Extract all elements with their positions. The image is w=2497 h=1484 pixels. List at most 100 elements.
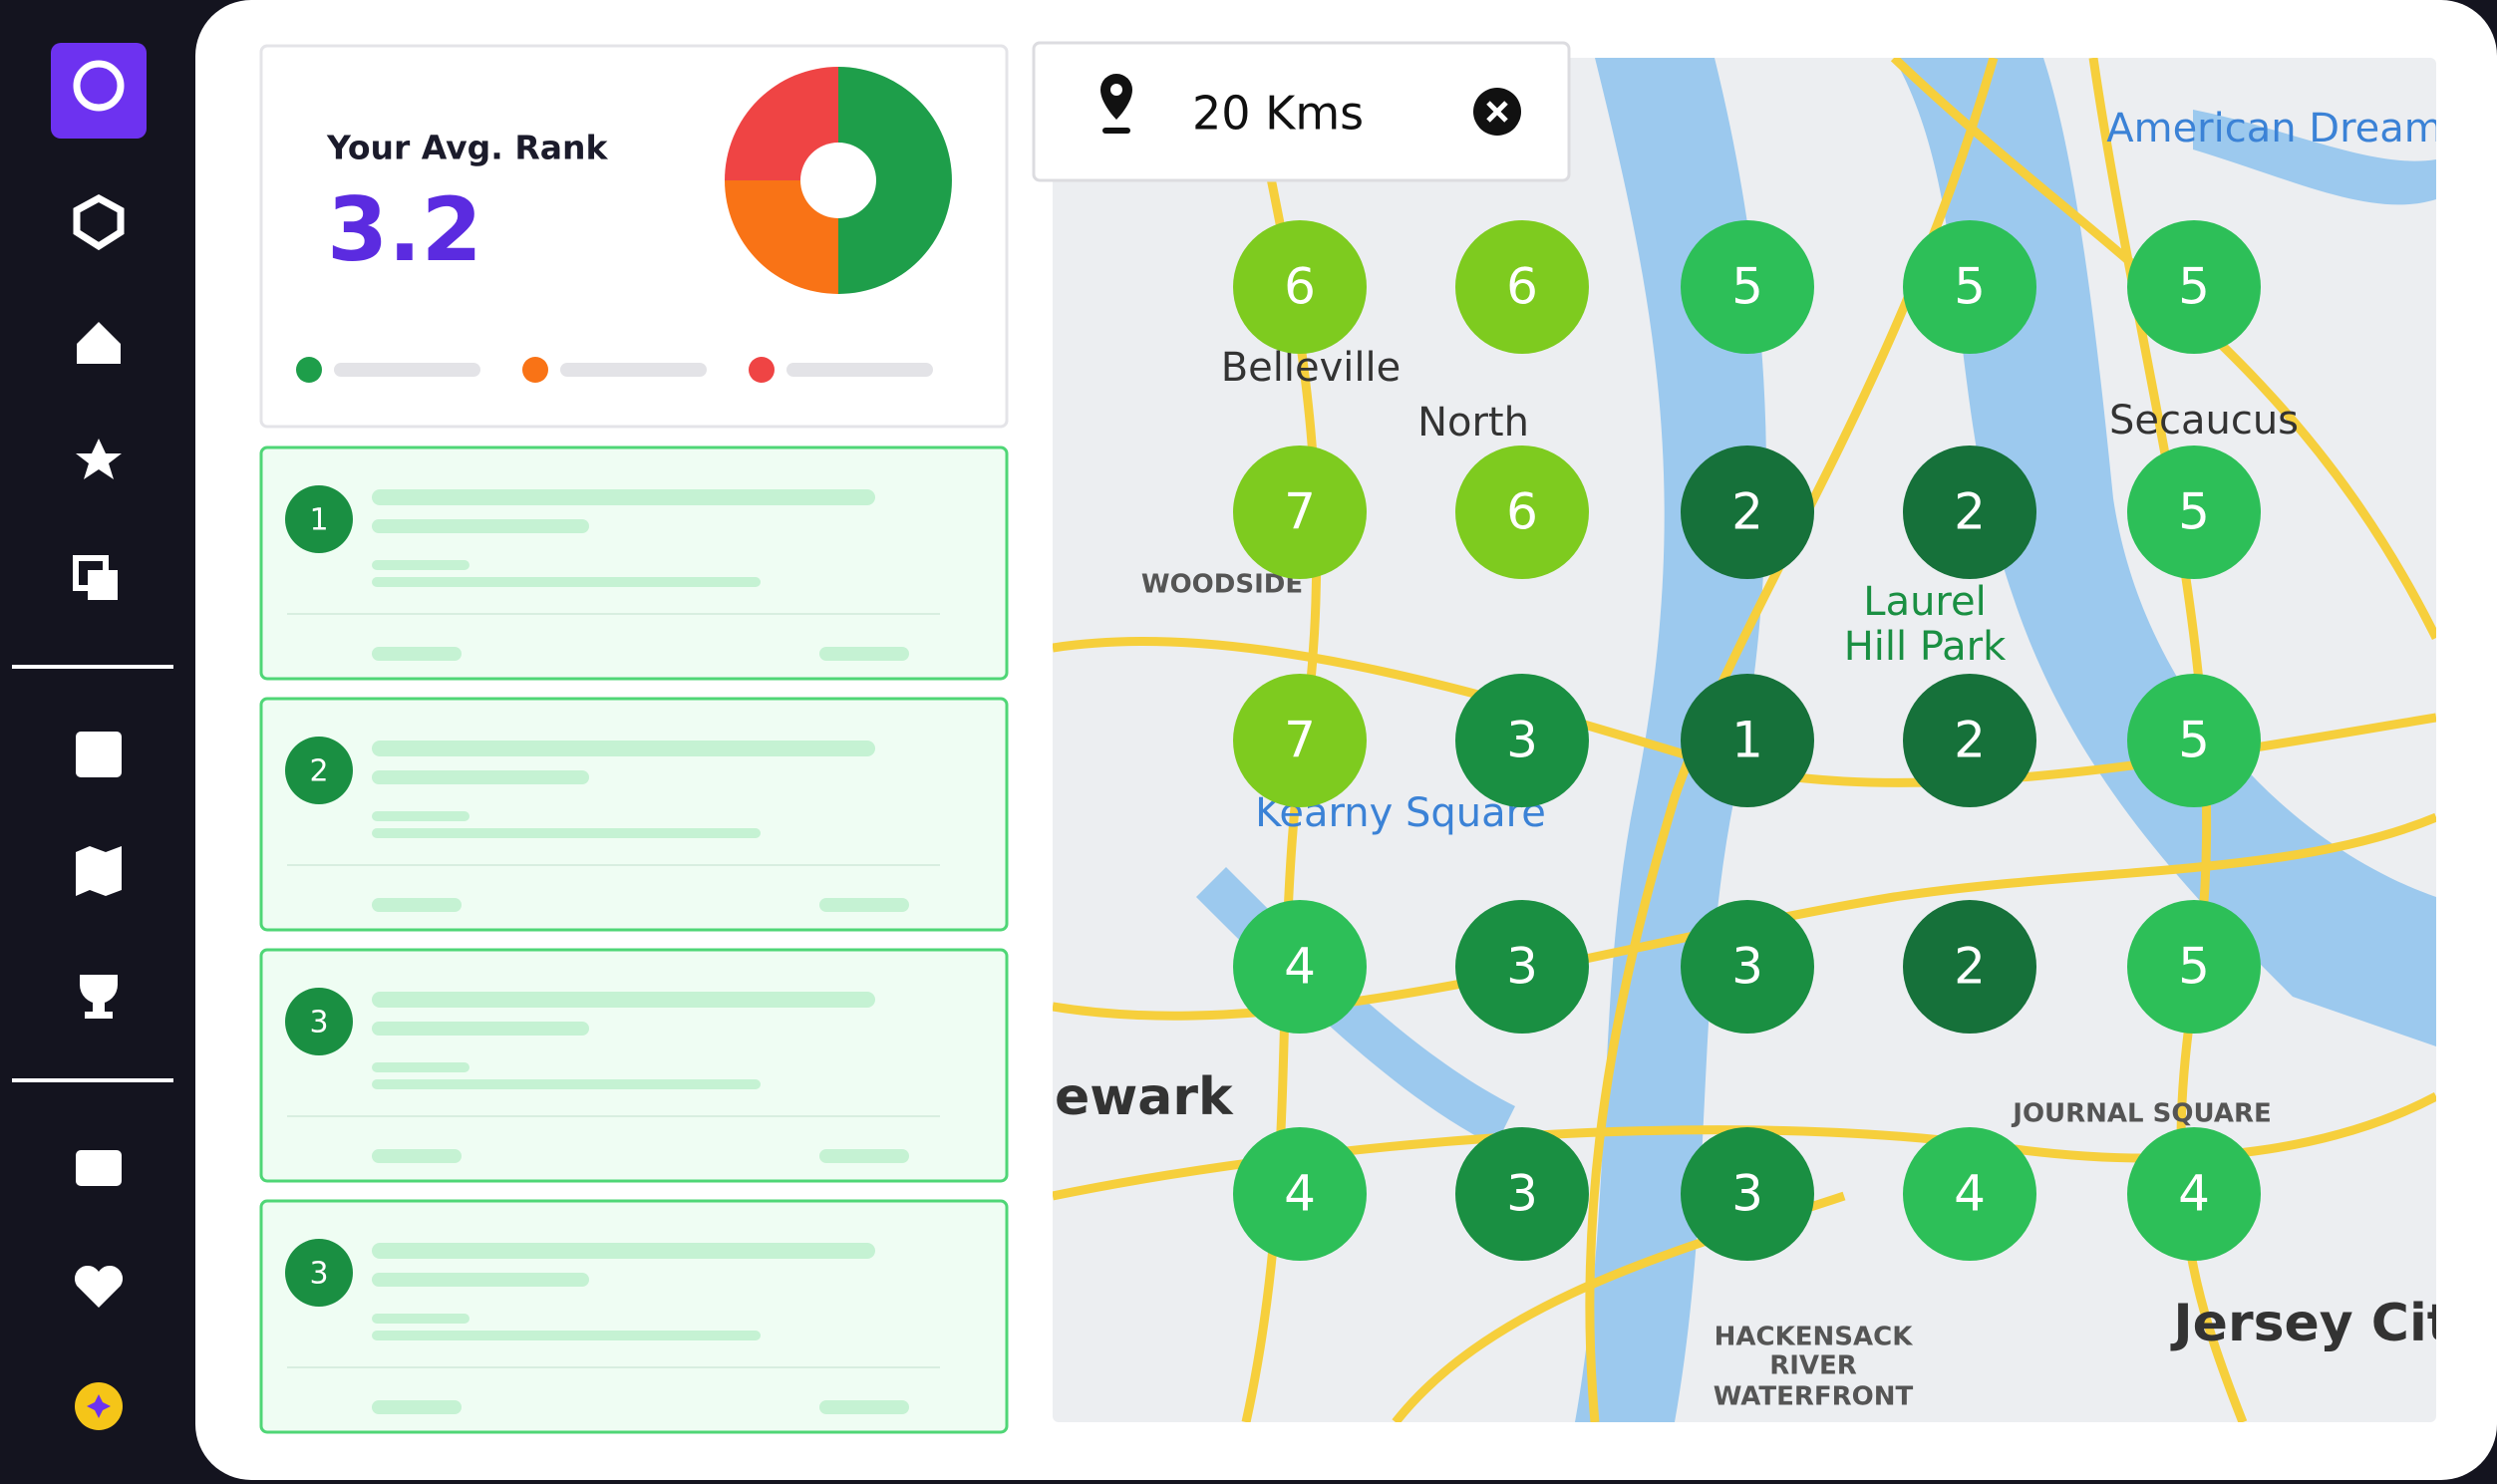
rank-pin [1233, 900, 1367, 1034]
divider [12, 1078, 173, 1082]
rank-pin [2127, 1127, 2261, 1261]
rank-pin [1455, 220, 1589, 354]
map-label: Laurel [1863, 579, 1986, 625]
rank-pin [1681, 900, 1814, 1034]
rank-pin-number: 3 [1731, 938, 1763, 996]
legend-bar [334, 363, 480, 377]
placeholder-line [372, 647, 462, 661]
search-box[interactable] [1032, 41, 1571, 182]
water [2193, 110, 2436, 205]
water [1575, 58, 1767, 1422]
rank-badge-number: 3 [309, 1257, 328, 1292]
premium-star [87, 1394, 111, 1418]
placeholder-line [372, 770, 589, 784]
rank-pin-number: 6 [1506, 483, 1538, 541]
rank-pin-number: 7 [1284, 483, 1316, 541]
nav-trophy[interactable] [80, 975, 118, 1019]
placeholder-line [372, 1079, 761, 1089]
rank-pin-number: 2 [1954, 483, 1986, 541]
rank-pin [1903, 900, 2036, 1034]
rank-pin [1233, 1127, 1367, 1261]
placeholder-line [819, 647, 909, 661]
nav-reports[interactable] [76, 732, 122, 777]
rank-pin [2127, 220, 2261, 354]
rank-pin [2127, 674, 2261, 807]
rank-badge-number: 1 [309, 503, 328, 538]
legend-dot [749, 357, 775, 383]
rank-pin-number: 5 [2178, 712, 2210, 769]
rank-pin-number: 5 [1954, 258, 1986, 316]
rank-pin [1455, 1127, 1589, 1261]
legend-dot [522, 357, 548, 383]
rank-pin-number: 2 [1731, 483, 1763, 541]
placeholder-line [372, 560, 469, 570]
map-label: Jersey Cit [2170, 1294, 2451, 1353]
map-label: RIVER [1769, 1351, 1857, 1381]
rank-badge [285, 988, 353, 1055]
map-label: North [1417, 400, 1529, 445]
rank-pin-number: 5 [2178, 258, 2210, 316]
rank-pin-number: 2 [1954, 938, 1986, 996]
avg-rank-value: 3.2 [327, 178, 482, 281]
avg-rank-label: Your Avg. Rank [326, 129, 608, 167]
divider [12, 665, 173, 669]
legend-bar [560, 363, 707, 377]
nav-copy-front [88, 570, 118, 600]
separator [287, 1366, 940, 1368]
rank-badge-number: 3 [309, 1006, 328, 1040]
rank-pin-number: 6 [1506, 258, 1538, 316]
nav-billing[interactable] [76, 1150, 122, 1186]
logo[interactable] [51, 43, 147, 139]
rank-pin-number: 3 [1506, 1165, 1538, 1223]
rank-badge [285, 1239, 353, 1307]
rank-pin [2127, 445, 2261, 579]
result-list: 1 2 3 3 [259, 445, 1009, 1434]
placeholder-line [372, 1022, 589, 1036]
pin-hole [1110, 84, 1122, 96]
placeholder-line [372, 992, 875, 1008]
rank-pin [1681, 220, 1814, 354]
pin-base [1102, 128, 1130, 134]
placeholder-line [372, 1273, 589, 1287]
rank-badge-number: 2 [309, 754, 328, 789]
rank-pin-number: 3 [1731, 1165, 1763, 1223]
rank-badge [285, 485, 353, 553]
placeholder-line [372, 898, 462, 912]
nav-likes[interactable] [74, 1265, 124, 1308]
rank-pin-number: 3 [1506, 938, 1538, 996]
rank-pin [2127, 900, 2261, 1034]
nav-map[interactable] [76, 846, 122, 896]
rank-pin-number: 5 [1731, 258, 1763, 316]
placeholder-line [372, 1314, 469, 1324]
nav-badges[interactable] [73, 194, 125, 251]
clear-x [1486, 101, 1508, 123]
placeholder-line [372, 828, 761, 838]
separator [287, 613, 940, 615]
placeholder-line [372, 577, 761, 587]
map-label: ewark [1055, 1067, 1234, 1127]
nav-home[interactable] [77, 322, 121, 364]
map-label: HACKENSACK [1715, 1323, 1914, 1352]
rank-pin [1681, 445, 1814, 579]
rank-grid: 6 6 5 5 5 7 6 2 2 5 7 3 1 2 5 4 3 3 2 5 4 3 3 4 4 [1233, 220, 2261, 1261]
rank-pin-number: 7 [1284, 712, 1316, 769]
donut [725, 67, 952, 294]
placeholder-line [372, 1331, 761, 1340]
logo-mark [73, 60, 125, 112]
rank-pin [1455, 900, 1589, 1034]
donut-slice [725, 67, 838, 180]
nav-favorites[interactable] [76, 439, 122, 479]
rank-pin [1233, 674, 1367, 807]
separator [287, 1115, 940, 1117]
map-label: JOURNAL SQUARE [2011, 1099, 2271, 1129]
rank-pin [1903, 445, 2036, 579]
nav-icons [12, 194, 173, 1430]
map-label: Hill Park [1844, 624, 2007, 670]
rank-pin-number: 4 [1284, 938, 1316, 996]
rank-pin-number: 5 [2178, 483, 2210, 541]
placeholder-line [372, 811, 469, 821]
placeholder-line [819, 1400, 909, 1414]
